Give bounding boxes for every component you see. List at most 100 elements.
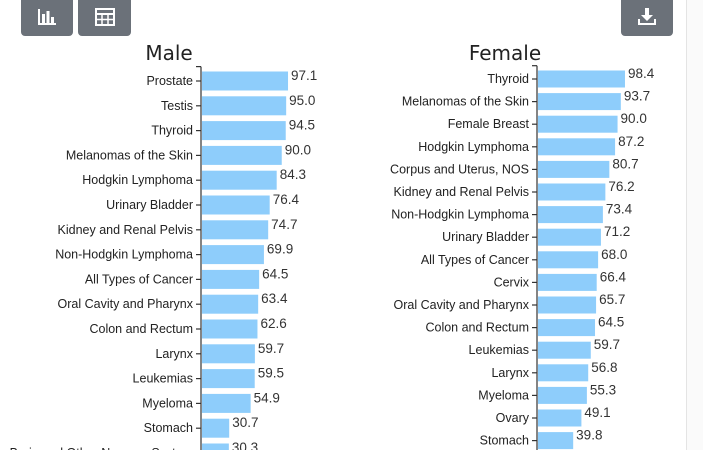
male-category-label: Myeloma (142, 396, 193, 410)
male-bar (202, 269, 260, 289)
female-category-label: Thyroid (487, 72, 529, 86)
download-icon (638, 8, 656, 25)
female-bar (538, 319, 596, 337)
male-category-label: Larynx (155, 347, 193, 361)
male-value-label: 63.4 (261, 291, 288, 306)
male-value-label: 84.3 (280, 167, 306, 182)
table-view-button[interactable] (78, 0, 131, 36)
female-value-label: 71.2 (604, 224, 630, 239)
female-category-label: All Types of Cancer (421, 253, 529, 267)
female-bar (538, 160, 610, 178)
male-bar (202, 220, 269, 240)
female-category-label: Leukemias (469, 343, 529, 357)
female-bar (538, 228, 601, 246)
male-bar (202, 195, 270, 215)
male-category-label: Melanomas of the Skin (66, 148, 193, 162)
male-value-label: 76.4 (273, 192, 300, 207)
female-bar (538, 115, 618, 133)
female-bar (538, 251, 599, 269)
male-category-label: Testis (161, 99, 193, 113)
male-category-label: Urinary Bladder (106, 198, 193, 212)
female-value-label: 39.8 (576, 428, 602, 443)
female-value-label: 76.2 (608, 179, 634, 194)
male-category-label: All Types of Cancer (85, 272, 193, 286)
male-bar (202, 96, 287, 116)
female-bar (538, 273, 597, 291)
male-category-label: Stomach (144, 421, 193, 435)
female-bar (538, 206, 603, 224)
female-bar (538, 183, 606, 201)
download-button[interactable] (621, 0, 673, 36)
female-category-label: Urinary Bladder (442, 230, 529, 244)
male-bar (202, 369, 255, 389)
male-category-label: Oral Cavity and Pharynx (58, 297, 194, 311)
female-category-label: Larynx (491, 366, 529, 380)
female-bar (538, 70, 625, 88)
male-bar (202, 418, 230, 438)
male-value-label: 30.7 (232, 415, 258, 430)
female-value-label: 55.3 (590, 382, 616, 397)
female-category-label: Cervix (494, 275, 530, 289)
male-bar (202, 145, 282, 165)
female-value-label: 68.0 (601, 247, 627, 262)
female-bar (538, 432, 574, 450)
female-category-label: Hodgkin Lymphoma (418, 140, 529, 154)
male-category-label: Leukemias (133, 372, 193, 386)
female-category-label: Corpus and Uterus, NOS (390, 162, 529, 176)
female-value-label: 73.4 (606, 202, 633, 217)
female-category-label: Female Breast (448, 117, 530, 131)
male-bar (202, 393, 251, 413)
male-bar (202, 443, 229, 450)
panel-divider (686, 0, 687, 450)
male-bar (202, 71, 289, 91)
female-value-label: 59.7 (594, 337, 620, 352)
female-value-label: 64.5 (598, 315, 624, 330)
male-bar (202, 121, 286, 141)
male-category-label: Hodgkin Lymphoma (82, 173, 193, 187)
male-category-label: Kidney and Renal Pelvis (58, 223, 194, 237)
female-value-label: 87.2 (618, 134, 644, 149)
male-value-label: 90.0 (285, 142, 311, 157)
table-icon (94, 8, 115, 26)
male-value-label: 97.1 (291, 68, 317, 83)
female-category-label: Stomach (480, 434, 529, 448)
female-bar (538, 296, 597, 314)
male-category-label: Colon and Rectum (89, 322, 193, 336)
female-value-label: 66.4 (600, 269, 627, 284)
chart-view-button[interactable] (21, 0, 73, 36)
female-bar (538, 409, 582, 427)
male-value-label: 59.5 (258, 366, 284, 381)
female-chart-title: Female (469, 41, 541, 65)
female-category-label: Ovary (496, 411, 530, 425)
male-value-label: 95.0 (289, 93, 315, 108)
female-category-label: Myeloma (478, 388, 529, 402)
female-value-label: 65.7 (599, 292, 625, 307)
bar-chart-icon (38, 9, 56, 25)
male-category-label: Brain and Other Nervous System (10, 446, 193, 450)
male-bar (202, 170, 277, 190)
female-value-label: 98.4 (628, 66, 655, 81)
female-bar (538, 386, 587, 404)
male-value-label: 59.7 (258, 341, 284, 356)
female-category-label: Oral Cavity and Pharynx (394, 298, 530, 312)
male-value-label: 62.6 (260, 316, 286, 331)
male-category-label: Prostate (146, 74, 193, 88)
male-value-label: 74.7 (271, 217, 297, 232)
female-category-label: Melanomas of the Skin (402, 95, 529, 109)
female-value-label: 56.8 (591, 360, 617, 375)
female-value-label: 49.1 (584, 405, 610, 420)
female-category-label: Colon and Rectum (425, 321, 529, 335)
female-bar (538, 364, 589, 382)
male-value-label: 69.9 (267, 242, 293, 257)
side-panel (687, 0, 703, 450)
male-bar (202, 245, 264, 265)
male-bar (202, 344, 255, 364)
male-bar (202, 319, 258, 339)
female-value-label: 93.7 (624, 89, 650, 104)
male-chart-title: Male (145, 41, 192, 65)
male-bar (202, 294, 259, 314)
male-value-label: 54.9 (254, 390, 280, 405)
male-value-label: 94.5 (289, 118, 315, 133)
female-bar (538, 341, 591, 359)
